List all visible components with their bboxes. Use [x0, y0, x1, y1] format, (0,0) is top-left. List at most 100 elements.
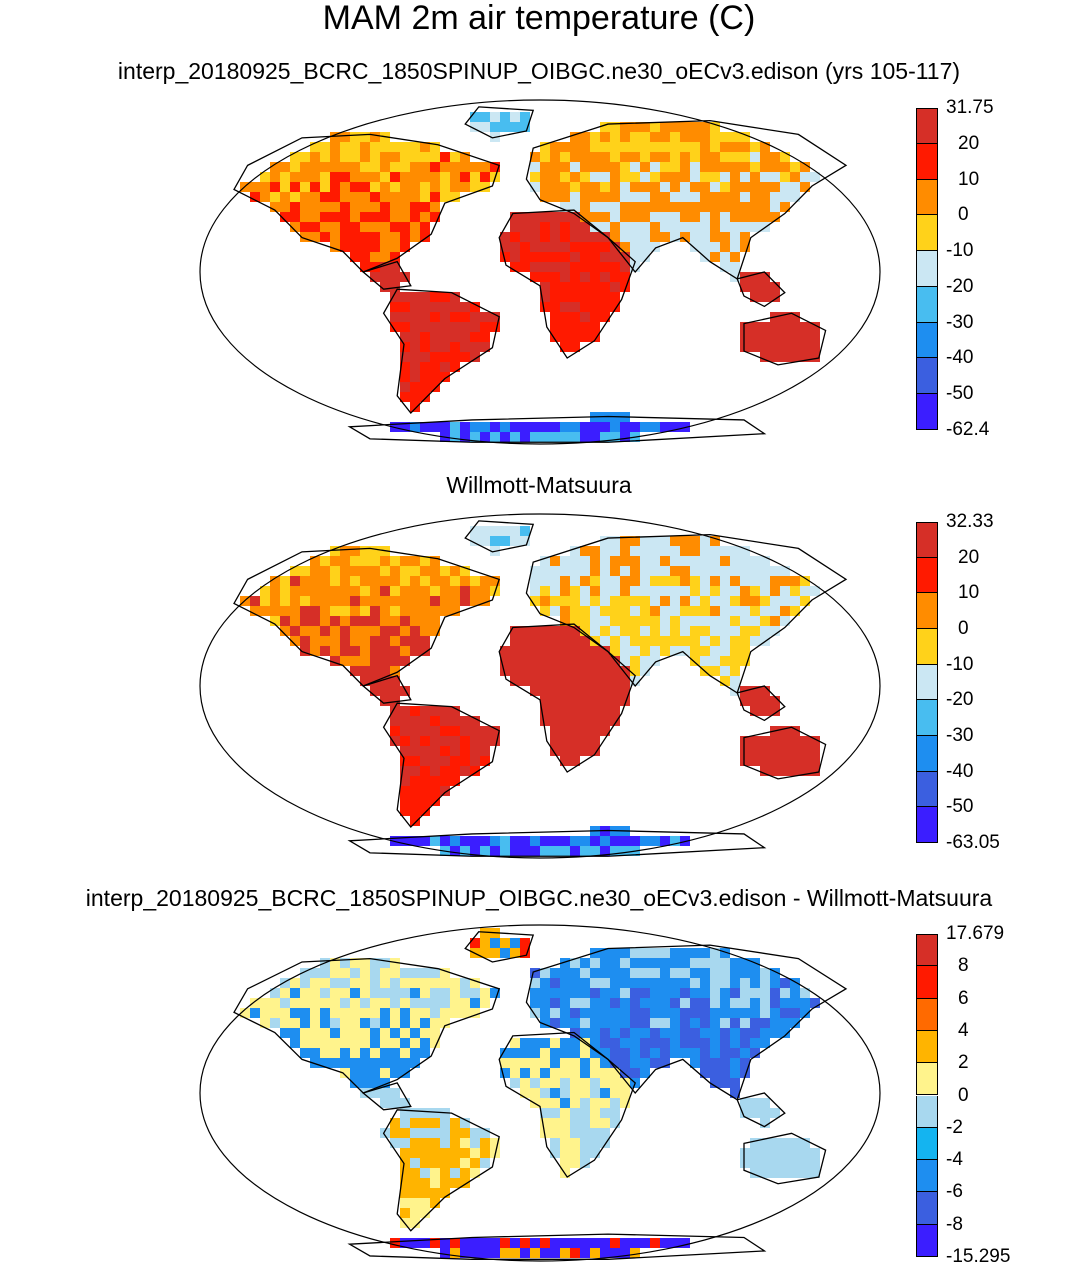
grid-cell: [620, 1048, 630, 1058]
grid-cell: [440, 1018, 450, 1028]
grid-cell: [380, 566, 390, 576]
grid-cell: [520, 846, 530, 856]
colorbar-swatch: [916, 522, 938, 558]
grid-cell: [370, 172, 380, 182]
grid-cell: [340, 988, 350, 998]
grid-cell: [590, 836, 600, 846]
grid-cell: [410, 1048, 420, 1058]
grid-cell: [790, 726, 800, 736]
grid-cell: [440, 978, 450, 988]
grid-cell: [700, 122, 710, 132]
grid-cell: [750, 1008, 760, 1018]
grid-cell: [400, 836, 410, 846]
grid-cell: [400, 422, 410, 432]
grid-cell: [550, 736, 560, 746]
grid-cell: [620, 988, 630, 998]
grid-cell: [640, 202, 650, 212]
grid-cell: [370, 636, 380, 646]
grid-cell: [380, 556, 390, 566]
grid-cell: [590, 252, 600, 262]
grid-cell: [360, 616, 370, 626]
grid-cell: [360, 1078, 370, 1088]
grid-cell: [400, 746, 410, 756]
grid-cell: [620, 546, 630, 556]
grid-cell: [510, 1248, 520, 1258]
grid-cell: [520, 1068, 530, 1078]
grid-cell: [560, 716, 570, 726]
grid-cell: [500, 422, 510, 432]
grid-cell: [760, 182, 770, 192]
grid-cell: [610, 192, 620, 202]
grid-cell: [590, 626, 600, 636]
grid-cell: [400, 978, 410, 988]
grid-cell: [420, 202, 430, 212]
grid-cell: [660, 192, 670, 202]
grid-cell: [540, 212, 550, 222]
grid-cell: [410, 726, 420, 736]
grid-cell: [580, 212, 590, 222]
grid-cell: [740, 192, 750, 202]
grid-cell: [430, 1138, 440, 1148]
grid-cell: [790, 1008, 800, 1018]
grid-cell: [660, 1058, 670, 1068]
grid-cell: [350, 616, 360, 626]
grid-cell: [720, 1008, 730, 1018]
colorbar-swatch: [916, 629, 938, 665]
grid-cell: [570, 342, 580, 352]
grid-cell: [310, 1008, 320, 1018]
grid-cell: [460, 576, 470, 586]
grid-cell: [560, 988, 570, 998]
grid-cell: [510, 1078, 520, 1088]
grid-cell: [490, 112, 500, 122]
grid-cell: [430, 1128, 440, 1138]
grid-cell: [720, 566, 730, 576]
grid-cell: [690, 616, 700, 626]
grid-cell: [560, 978, 570, 988]
grid-cell: [750, 162, 760, 172]
grid-cell: [620, 576, 630, 586]
grid-cell: [400, 1128, 410, 1138]
grid-cell: [770, 292, 780, 302]
grid-cell: [360, 232, 370, 242]
grid-cell: [700, 626, 710, 636]
grid-cell: [440, 172, 450, 182]
grid-cell: [760, 1118, 770, 1128]
colorbar-swatch: [916, 358, 938, 395]
grid-cell: [670, 172, 680, 182]
grid-cell: [360, 132, 370, 142]
grid-cell: [660, 958, 670, 968]
grid-cell: [500, 242, 510, 252]
grid-cell: [460, 1248, 470, 1258]
coastline: [525, 533, 848, 694]
grid-cell: [330, 1058, 340, 1068]
grid-cell: [560, 272, 570, 282]
grid-cell: [470, 1238, 480, 1248]
grid-cell: [540, 1038, 550, 1048]
grid-cell: [580, 1128, 590, 1138]
grid-cell: [260, 596, 270, 606]
grid-cell: [730, 1088, 740, 1098]
grid-cell: [600, 846, 610, 856]
grid-cell: [720, 262, 730, 272]
grid-cell: [350, 556, 360, 566]
grid-cell: [720, 646, 730, 656]
grid-cell: [380, 968, 390, 978]
grid-cell: [760, 162, 770, 172]
grid-cell: [600, 1138, 610, 1148]
grid-cell: [470, 586, 480, 596]
grid-cell: [610, 968, 620, 978]
grid-cell: [690, 988, 700, 998]
grid-cell: [740, 988, 750, 998]
grid-cell: [430, 1028, 440, 1038]
grid-cell: [600, 596, 610, 606]
grid-cell: [420, 1048, 430, 1058]
grid-cell: [660, 978, 670, 988]
grid-cell: [480, 938, 490, 948]
grid-cell: [760, 352, 770, 362]
grid-cell: [340, 222, 350, 232]
grid-cell: [580, 182, 590, 192]
grid-cell: [720, 132, 730, 142]
grid-cell: [390, 566, 400, 576]
grid-cell: [630, 262, 640, 272]
grid-cell: [480, 182, 490, 192]
